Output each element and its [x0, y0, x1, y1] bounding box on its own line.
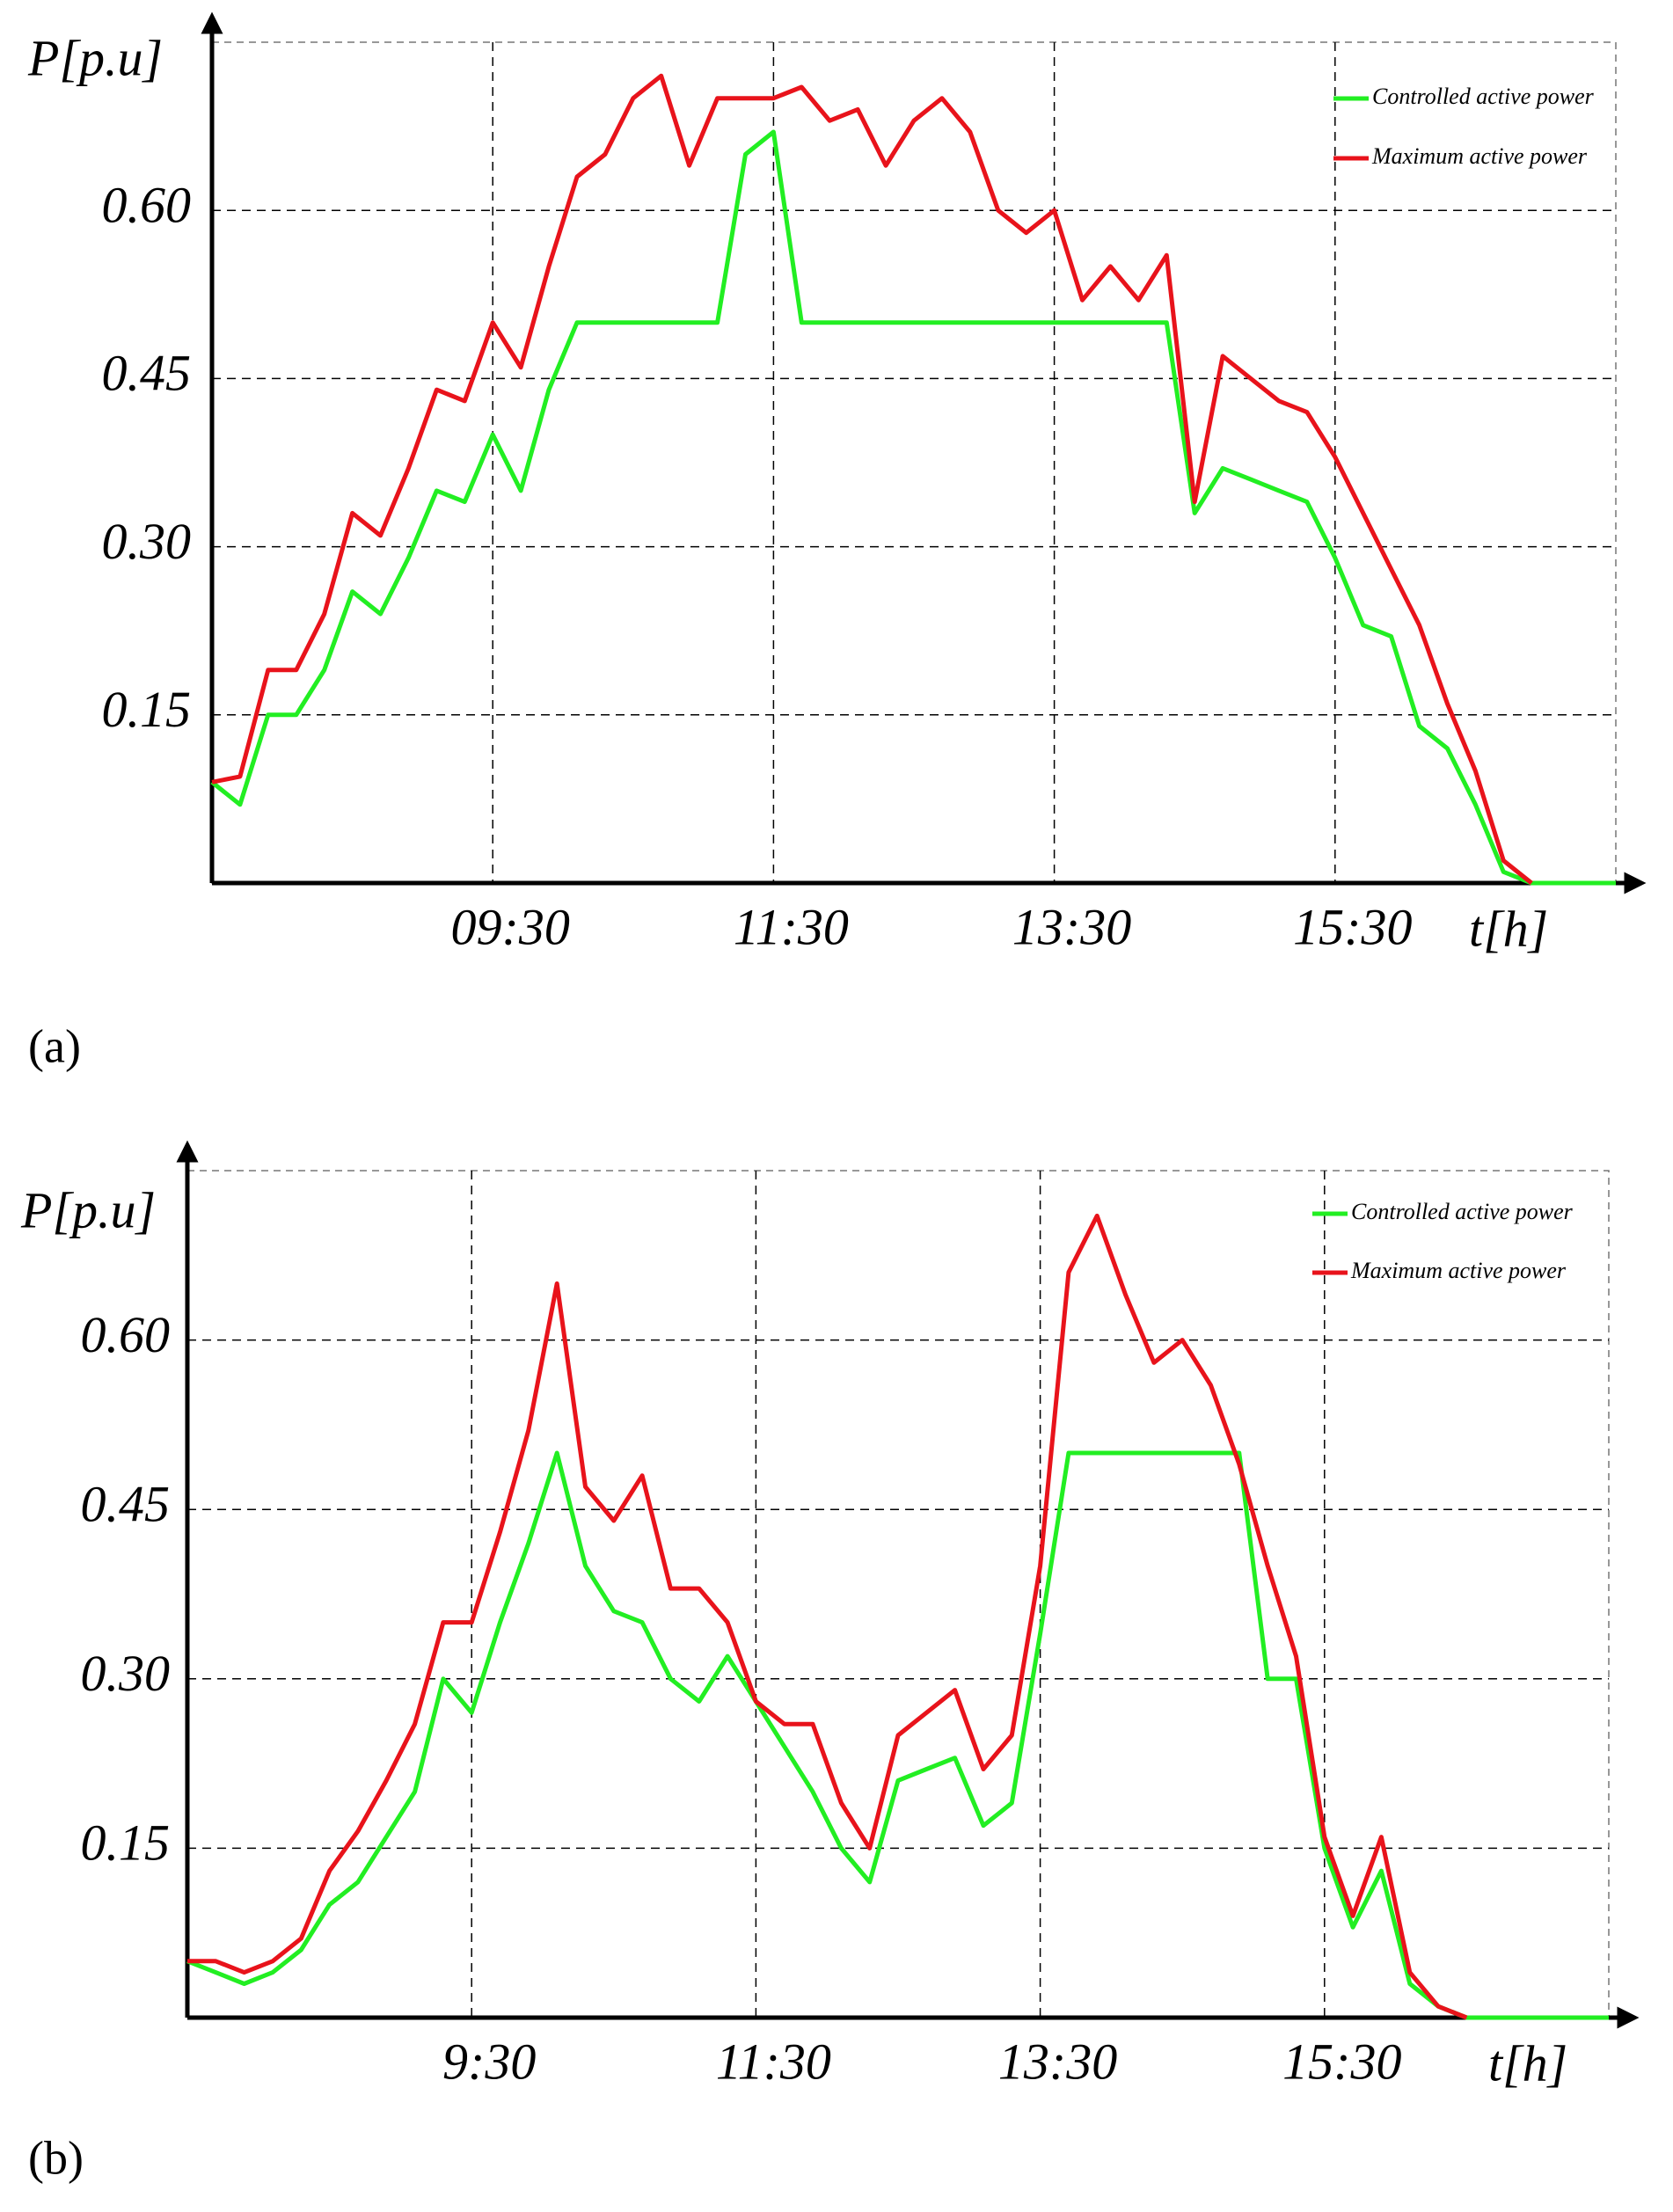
series-line: [211, 73, 1533, 885]
panel-label: (a): [28, 1019, 81, 1072]
y-axis-label: P[p.u]: [20, 1181, 156, 1238]
series-line: [187, 1213, 1468, 2020]
y-tick-label: 0.15: [81, 1814, 171, 1872]
y-tick-label: 0.30: [81, 1645, 171, 1702]
series-line: [186, 1450, 1609, 2020]
y-axis-label: P[p.u]: [27, 29, 163, 86]
x-axis-label: t[h]: [1488, 2034, 1567, 2092]
plot-frame: [186, 1170, 1610, 2019]
x-tick-label: 11:30: [734, 898, 849, 955]
series-line: [210, 129, 1616, 886]
y-tick-label: 0.15: [102, 681, 192, 738]
x-axis-label: t[h]: [1469, 900, 1548, 957]
y-tick-label: 0.60: [81, 1306, 171, 1363]
y-tick-label: 0.45: [102, 345, 192, 402]
legend-label: Controlled active power: [1351, 1199, 1574, 1224]
y-tick-label: 0.30: [102, 513, 192, 570]
x-tick-label: 13:30: [998, 2033, 1117, 2090]
x-tick-label: 11:30: [716, 2033, 831, 2090]
legend-label: Controlled active power: [1372, 84, 1595, 109]
legend-label: Maximum active power: [1371, 143, 1588, 169]
y-tick-label: 0.45: [81, 1476, 171, 1533]
legend-label: Maximum active power: [1350, 1258, 1567, 1283]
x-tick-label: 15:30: [1282, 2033, 1401, 2090]
x-tick-label: 15:30: [1293, 898, 1412, 955]
x-tick-label: 09:30: [451, 898, 570, 955]
x-tick-label: 9:30: [442, 2033, 536, 2090]
y-tick-label: 0.60: [102, 177, 192, 234]
x-tick-label: 13:30: [1012, 898, 1131, 955]
panel-label: (b): [28, 2131, 84, 2184]
